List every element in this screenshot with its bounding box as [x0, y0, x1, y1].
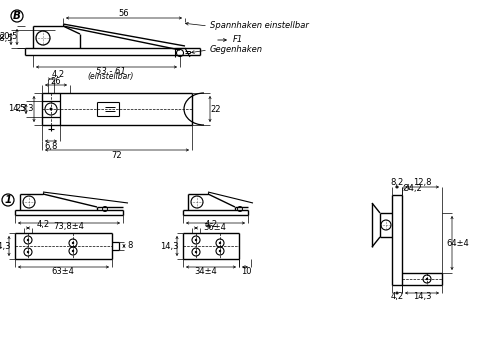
Text: 36±4: 36±4	[204, 223, 227, 231]
Text: 8: 8	[128, 241, 132, 251]
Circle shape	[219, 242, 221, 244]
Text: 4,2: 4,2	[36, 220, 50, 230]
Text: 4,2: 4,2	[52, 70, 64, 79]
Text: 12,8: 12,8	[413, 178, 431, 188]
Text: 6,8: 6,8	[44, 141, 58, 150]
Text: B: B	[13, 11, 21, 21]
Text: 8,2: 8,2	[390, 178, 404, 188]
Text: 26: 26	[50, 77, 62, 85]
Text: 1: 1	[4, 195, 12, 205]
Text: 34±4: 34±4	[194, 266, 218, 275]
Text: 4,2: 4,2	[390, 293, 404, 301]
Circle shape	[219, 250, 221, 252]
Text: 73,8±4: 73,8±4	[54, 223, 84, 231]
Circle shape	[72, 250, 74, 252]
Text: 20,5: 20,5	[0, 33, 18, 42]
Text: 56: 56	[118, 9, 130, 19]
Text: 18,5: 18,5	[0, 35, 12, 43]
Text: 14,3: 14,3	[0, 241, 10, 251]
Text: 25,3: 25,3	[16, 105, 34, 113]
Circle shape	[27, 239, 29, 241]
Text: Spannhaken einstellbar: Spannhaken einstellbar	[210, 21, 309, 30]
Circle shape	[72, 242, 74, 244]
Text: 64±4: 64±4	[446, 238, 469, 247]
Circle shape	[426, 278, 428, 280]
Text: 10: 10	[241, 266, 252, 275]
Text: 72: 72	[112, 150, 122, 160]
Text: 63±4: 63±4	[52, 266, 74, 275]
Text: 14,3: 14,3	[8, 105, 26, 113]
Text: 53 - 61: 53 - 61	[96, 66, 126, 76]
Text: Ø4,2: Ø4,2	[402, 184, 422, 194]
Text: (einstellbar): (einstellbar)	[88, 72, 134, 82]
Circle shape	[195, 251, 197, 253]
Circle shape	[27, 251, 29, 253]
Text: F1: F1	[233, 35, 243, 44]
Text: 14,3: 14,3	[413, 293, 431, 301]
Circle shape	[195, 239, 197, 241]
Text: Gegenhaken: Gegenhaken	[210, 46, 263, 55]
Circle shape	[50, 107, 52, 111]
Text: 4,2: 4,2	[204, 220, 218, 230]
Text: 14,3: 14,3	[160, 241, 178, 251]
Text: 22: 22	[211, 105, 221, 113]
